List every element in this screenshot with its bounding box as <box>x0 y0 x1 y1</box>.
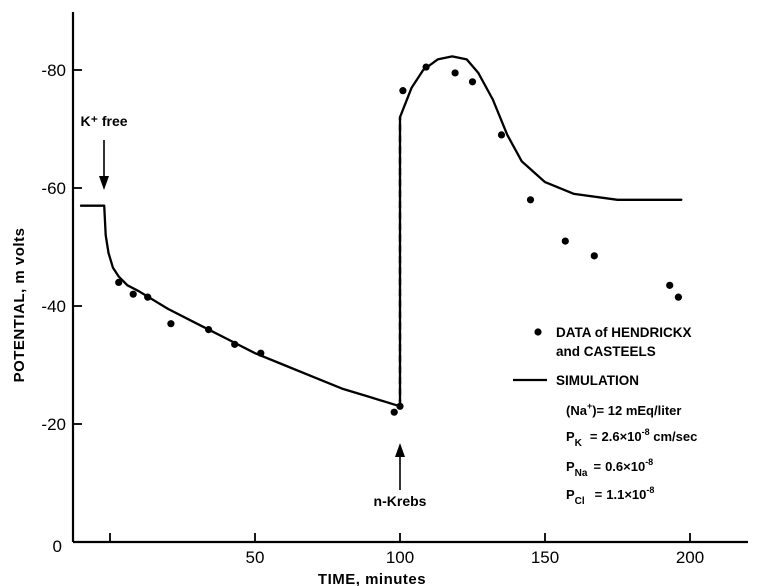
k-free-annotation: K⁺ free <box>80 113 127 129</box>
data-point <box>231 340 239 348</box>
data-point <box>451 69 459 77</box>
param-pcl: PCl = 1.1×10-8 <box>566 485 654 507</box>
param-na-concentration: (Na+)= 12 mEq/liter <box>566 401 681 418</box>
data-point <box>205 326 213 334</box>
x-tick-label: 150 <box>531 548 559 567</box>
n-krebs-annotation: n-Krebs <box>374 493 427 509</box>
x-tick-label: 100 <box>386 548 414 567</box>
x-ticks: 50 100 150 200 <box>109 533 704 567</box>
x-tick-label: 200 <box>676 548 704 567</box>
legend-data-label: DATA of HENDRICKX <box>556 325 692 340</box>
series-layer <box>79 55 683 408</box>
data-point <box>497 131 506 139</box>
data-point <box>144 293 152 301</box>
data-point <box>468 78 477 86</box>
legend-data-label-line2: and CASTEELS <box>556 344 656 359</box>
data-point <box>590 252 598 260</box>
data-point <box>666 281 674 289</box>
legend: DATA of HENDRICKX and CASTEELS SIMULATIO… <box>513 325 692 388</box>
x-tick-label: 50 <box>246 548 265 567</box>
y-tick-label: -80 <box>41 61 66 80</box>
data-point <box>422 63 430 71</box>
y-tick-label: -60 <box>41 179 66 198</box>
data-point <box>674 293 683 301</box>
legend-simulation-label: SIMULATION <box>556 373 639 388</box>
data-point <box>390 408 398 416</box>
param-pna: PNa = 0.6×10-8 <box>566 457 653 479</box>
origin-label: 0 <box>53 537 62 556</box>
y-tick-label: -20 <box>41 415 66 434</box>
data-points <box>115 63 683 416</box>
data-point <box>396 402 404 410</box>
y-ticks: -20 -40 -60 -80 <box>41 61 82 434</box>
parameters: (Na+)= 12 mEq/liter PK = 2.6×10-8 cm/sec P… <box>566 401 697 507</box>
x-axis-label: TIME, minutes <box>318 571 426 586</box>
n-krebs-arrow <box>395 443 405 490</box>
data-point <box>257 349 265 357</box>
data-point <box>115 278 123 286</box>
data-point <box>129 290 137 298</box>
param-pk: PK = 2.6×10-8 cm/sec <box>566 427 697 449</box>
data-point <box>526 196 535 204</box>
data-point <box>167 320 175 328</box>
y-axis-label: POTENTIAL, m volts <box>11 228 28 383</box>
k-free-arrow <box>99 140 109 190</box>
axes: 0 <box>53 12 748 556</box>
legend-data-marker <box>534 328 542 336</box>
data-point <box>399 87 407 95</box>
data-point <box>561 237 569 245</box>
simulation-line <box>79 55 683 408</box>
y-tick-label: -40 <box>41 297 66 316</box>
